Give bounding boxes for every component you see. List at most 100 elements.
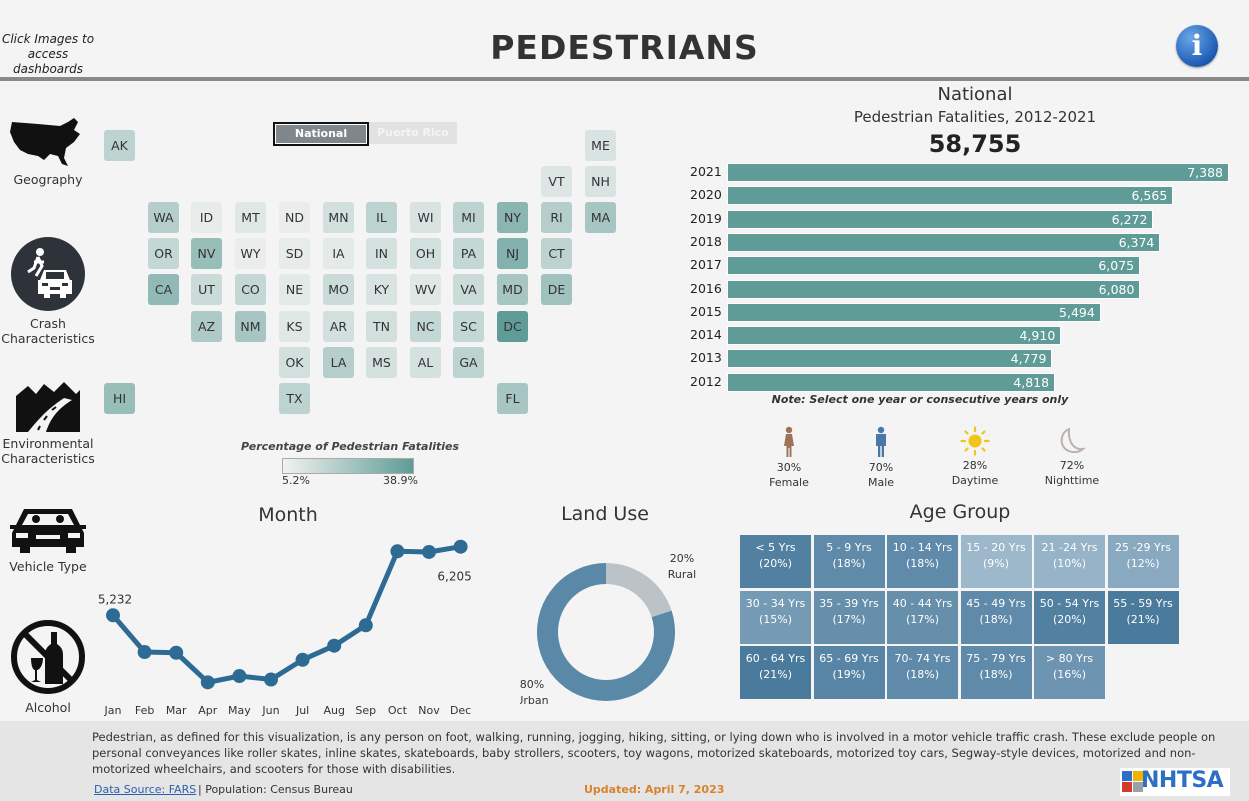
month-point-oct[interactable] [390,544,405,559]
state-tile-tx[interactable]: TX [279,383,310,414]
state-tile-ct[interactable]: CT [541,238,572,269]
month-point-jul[interactable] [295,652,310,667]
state-tile-tn[interactable]: TN [366,311,397,342]
age-cell[interactable]: 60 - 64 Yrs (21%) [740,646,811,699]
state-tile-in[interactable]: IN [366,238,397,269]
age-cell[interactable]: 35 - 39 Yrs (17%) [813,591,885,644]
state-tile-mo[interactable]: MO [323,274,354,305]
year-bar-2013[interactable]: 4,779 [727,349,1053,369]
year-bar-2020[interactable]: 6,565 [727,186,1174,206]
month-point-feb[interactable] [137,645,152,660]
state-tile-ia[interactable]: IA [323,238,354,269]
age-cell[interactable]: < 5 Yrs (20%) [740,535,811,588]
age-cell[interactable]: > 80 Yrs (16%) [1034,646,1105,699]
state-tile-wv[interactable]: WV [410,274,441,305]
state-tile-mt[interactable]: MT [235,202,266,233]
year-bar-2021[interactable]: 7,388 [727,163,1229,182]
state-tile-co[interactable]: CO [235,274,266,305]
toggle-national[interactable]: National [273,122,369,146]
state-tile-nh[interactable]: NH [585,166,616,197]
age-cell[interactable]: 55 - 59 Yrs (21%) [1107,591,1179,644]
state-tile-mn[interactable]: MN [323,202,354,233]
age-cell[interactable]: 5 - 9 Yrs (18%) [813,535,885,588]
state-tile-ak[interactable]: AK [104,130,135,161]
age-cell[interactable]: 45 - 49 Yrs (18%) [960,591,1032,644]
state-tile-ok[interactable]: OK [279,347,310,378]
age-cell[interactable]: 65 - 69 Yrs (19%) [813,646,885,699]
state-tile-nv[interactable]: NV [191,238,222,269]
donut-slice-rural[interactable] [606,563,672,618]
state-tile-wy[interactable]: WY [235,238,266,269]
month-point-dec[interactable] [453,539,468,554]
state-tile-ri[interactable]: RI [541,202,572,233]
nhtsa-logo[interactable] [1120,768,1230,796]
state-tile-nc[interactable]: NC [410,311,441,342]
state-tile-ma[interactable]: MA [585,202,616,233]
nav-vehicle-type[interactable]: Vehicle Type [0,505,96,574]
state-tile-nj[interactable]: NJ [497,238,528,269]
year-bar-2017[interactable]: 6,075 [727,256,1141,276]
year-bar-2014[interactable]: 4,910 [727,326,1062,346]
age-cell[interactable]: 30 - 34 Yrs (15%) [740,591,811,644]
state-tile-nm[interactable]: NM [235,311,266,342]
state-tile-mi[interactable]: MI [453,202,484,233]
nav-geography[interactable]: Geography [0,116,96,187]
toggle-puerto-rico[interactable]: Puerto Rico [369,122,457,144]
state-tile-vt[interactable]: VT [541,166,572,197]
age-cell[interactable]: 70- 74 Yrs (18%) [887,646,958,699]
donut-slice-urban[interactable] [537,563,675,701]
nav-environmental-characteristics[interactable]: Environmental Characteristics [0,380,96,466]
state-tile-ca[interactable]: CA [148,274,179,305]
state-tile-il[interactable]: IL [366,202,397,233]
state-tile-al[interactable]: AL [410,347,441,378]
state-tile-or[interactable]: OR [148,238,179,269]
year-bar-2016[interactable]: 6,080 [727,279,1141,299]
state-tile-la[interactable]: LA [323,347,354,378]
state-tile-sc[interactable]: SC [453,311,484,342]
data-source-link[interactable]: Data Source: FARS [94,783,197,796]
state-tile-oh[interactable]: OH [410,238,441,269]
state-tile-sd[interactable]: SD [279,238,310,269]
age-cell[interactable]: 21 -24 Yrs (10%) [1034,535,1105,588]
state-tile-hi[interactable]: HI [104,383,135,414]
state-tile-va[interactable]: VA [453,274,484,305]
state-tile-wi[interactable]: WI [410,202,441,233]
year-bar-2012[interactable]: 4,818 [727,372,1056,392]
month-point-jan[interactable] [106,608,120,623]
year-bar-2015[interactable]: 5,494 [727,302,1101,322]
state-tile-ne[interactable]: NE [279,274,310,305]
info-icon[interactable]: i [1176,25,1218,67]
state-tile-ky[interactable]: KY [366,274,397,305]
age-cell[interactable]: 75 - 79 Yrs (18%) [960,646,1032,699]
month-point-aug[interactable] [327,638,342,653]
state-tile-ms[interactable]: MS [366,347,397,378]
state-tile-de[interactable]: DE [541,274,572,305]
age-cell[interactable]: 10 - 14 Yrs (18%) [887,535,958,588]
age-cell[interactable]: 25 -29 Yrs (12%) [1107,535,1179,588]
nav-alcohol[interactable]: Alcohol [0,618,96,715]
state-tile-ny[interactable]: NY [497,202,528,233]
state-tile-ar[interactable]: AR [323,311,354,342]
month-point-may[interactable] [232,669,247,684]
state-tile-md[interactable]: MD [497,274,528,305]
month-point-mar[interactable] [169,645,184,660]
year-bar-2018[interactable]: 6,374 [727,232,1161,252]
state-tile-fl[interactable]: FL [497,383,528,414]
age-cell[interactable]: 40 - 44 Yrs (17%) [887,591,958,644]
state-tile-id[interactable]: ID [191,202,222,233]
state-tile-wa[interactable]: WA [148,202,179,233]
nav-crash-characteristics[interactable]: Crash Characteristics [0,236,96,346]
state-tile-dc[interactable]: DC [497,311,528,342]
month-point-nov[interactable] [422,544,436,559]
month-point-sep[interactable] [358,618,373,633]
age-cell[interactable]: 15 - 20 Yrs (9%) [960,535,1032,588]
state-tile-pa[interactable]: PA [453,238,484,269]
age-cell[interactable]: 50 - 54 Yrs (20%) [1034,591,1105,644]
month-point-jun[interactable] [264,672,278,687]
year-bar-2019[interactable]: 6,272 [727,209,1154,229]
state-tile-ut[interactable]: UT [191,274,222,305]
month-point-apr[interactable] [200,675,215,690]
state-tile-az[interactable]: AZ [191,311,222,342]
state-tile-ga[interactable]: GA [453,347,484,378]
state-tile-ks[interactable]: KS [279,311,310,342]
